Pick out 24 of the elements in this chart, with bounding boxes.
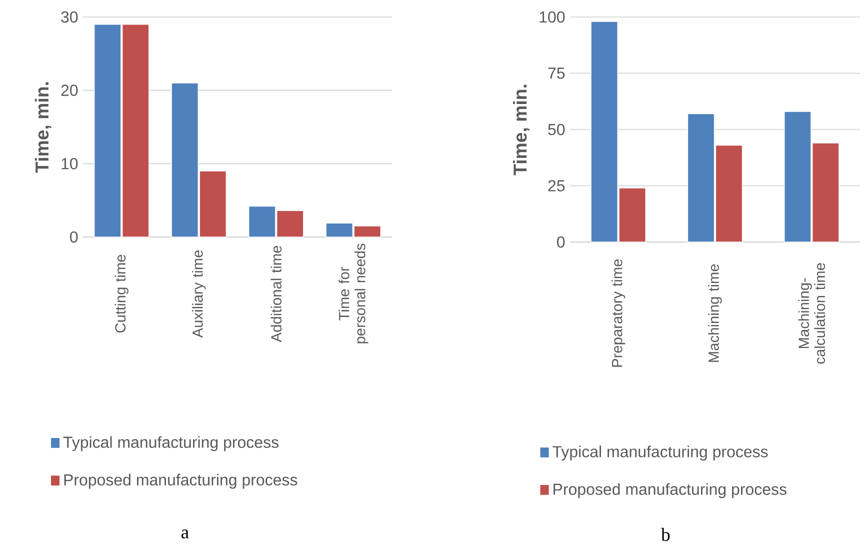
y-tick-label: 75 — [548, 68, 565, 79]
y-tick-label: 0 — [70, 231, 78, 243]
y-tick-label: 0 — [557, 236, 565, 248]
legend-label: Proposed manufacturing process — [554, 483, 786, 498]
y-tick-label: 25 — [548, 180, 565, 192]
y-tick-label: 20 — [61, 84, 78, 96]
x-tick-label: Cutting time — [114, 254, 128, 332]
x-tick-label: Time for personal needs — [338, 244, 368, 344]
x-tick-label: Machining time — [708, 264, 722, 362]
x-tick-label: Additional time — [270, 246, 282, 342]
legend-label: Proposed manufacturing process — [64, 474, 298, 489]
text: a — [181, 530, 189, 538]
y-axis-title: Time, min. — [34, 82, 52, 173]
legend-label: Typical manufacturing process — [63, 436, 278, 452]
text: b — [661, 528, 670, 542]
legend-label: Typical manufacturing process — [552, 446, 768, 461]
x-tick-label: Preparatory time — [612, 259, 626, 367]
x-tick-label: Machining-calculation time — [798, 263, 826, 364]
x-tick-label: Auxiliary time — [192, 250, 206, 338]
y-tick-label: 50 — [548, 124, 565, 136]
y-tick-label: 100 — [540, 11, 565, 23]
y-tick-label: 10 — [62, 158, 78, 170]
y-axis-title: Time, min. — [513, 84, 530, 176]
y-tick-label: 30 — [61, 11, 78, 23]
